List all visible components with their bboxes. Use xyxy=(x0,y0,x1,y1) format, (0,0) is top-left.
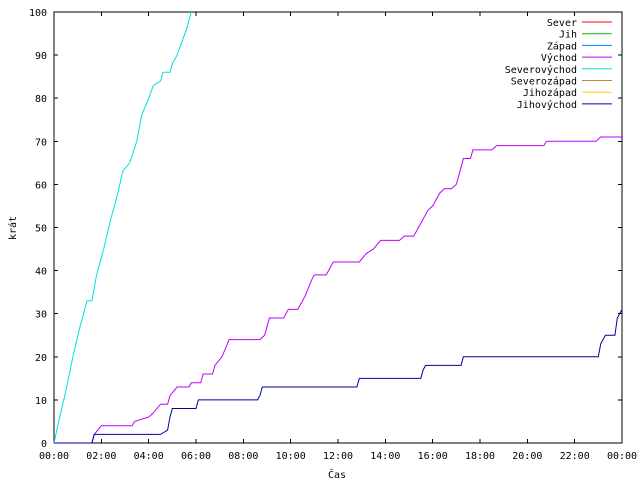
legend-label: Jih xyxy=(559,30,577,41)
series-lines xyxy=(53,11,623,444)
x-tick-label: 10:00 xyxy=(276,451,306,462)
x-tick-label: 06:00 xyxy=(181,451,211,462)
legend: SeverJihZápadVýchodSeverovýchodSeverozáp… xyxy=(505,18,612,111)
x-tick-label: 22:00 xyxy=(560,451,590,462)
x-tick-label: 14:00 xyxy=(370,451,400,462)
x-tick-label: 00:00 xyxy=(607,451,637,462)
y-tick-label: 70 xyxy=(35,137,47,148)
series-line-jihovychod xyxy=(54,309,623,444)
y-tick-label: 100 xyxy=(29,8,47,19)
axes: 0 10 20 30 40 50 60 70 80 90 100 00:00 02:00 04:00 06:… xyxy=(29,8,637,462)
y-tick-label: 60 xyxy=(35,180,47,191)
x-tick-label: 00:00 xyxy=(39,451,69,462)
y-tick-label: 40 xyxy=(35,267,47,278)
legend-label: Východ xyxy=(541,52,577,64)
x-tick-label: 04:00 xyxy=(134,451,164,462)
series-line-severovychod xyxy=(53,11,192,444)
legend-label: Severovýchod xyxy=(505,64,577,76)
legend-label: Jihozápad xyxy=(523,87,577,99)
legend-label: Severozápad xyxy=(511,76,577,88)
y-tick-label: 10 xyxy=(35,396,47,407)
y-tick-label: 0 xyxy=(41,439,47,450)
legend-label: Jihovýchod xyxy=(517,99,577,111)
legend-label: Sever xyxy=(547,18,577,29)
x-axis-label: Čas xyxy=(328,468,346,480)
x-tick-label: 02:00 xyxy=(86,451,116,462)
y-axis-label: krát xyxy=(7,216,19,240)
x-tick-label: 12:00 xyxy=(323,451,353,462)
x-tick-label: 08:00 xyxy=(228,451,258,462)
y-tick-label: 20 xyxy=(35,353,47,364)
x-tick-label: 18:00 xyxy=(465,451,495,462)
x-tick-label: 16:00 xyxy=(418,451,448,462)
x-tick-label: 20:00 xyxy=(512,451,542,462)
y-tick-label: 50 xyxy=(35,224,47,235)
series-line-vychod xyxy=(54,136,622,444)
y-tick-label: 90 xyxy=(35,51,47,62)
legend-label: Západ xyxy=(547,40,577,52)
y-tick-label: 30 xyxy=(35,310,47,321)
y-tick-label: 80 xyxy=(35,94,47,105)
